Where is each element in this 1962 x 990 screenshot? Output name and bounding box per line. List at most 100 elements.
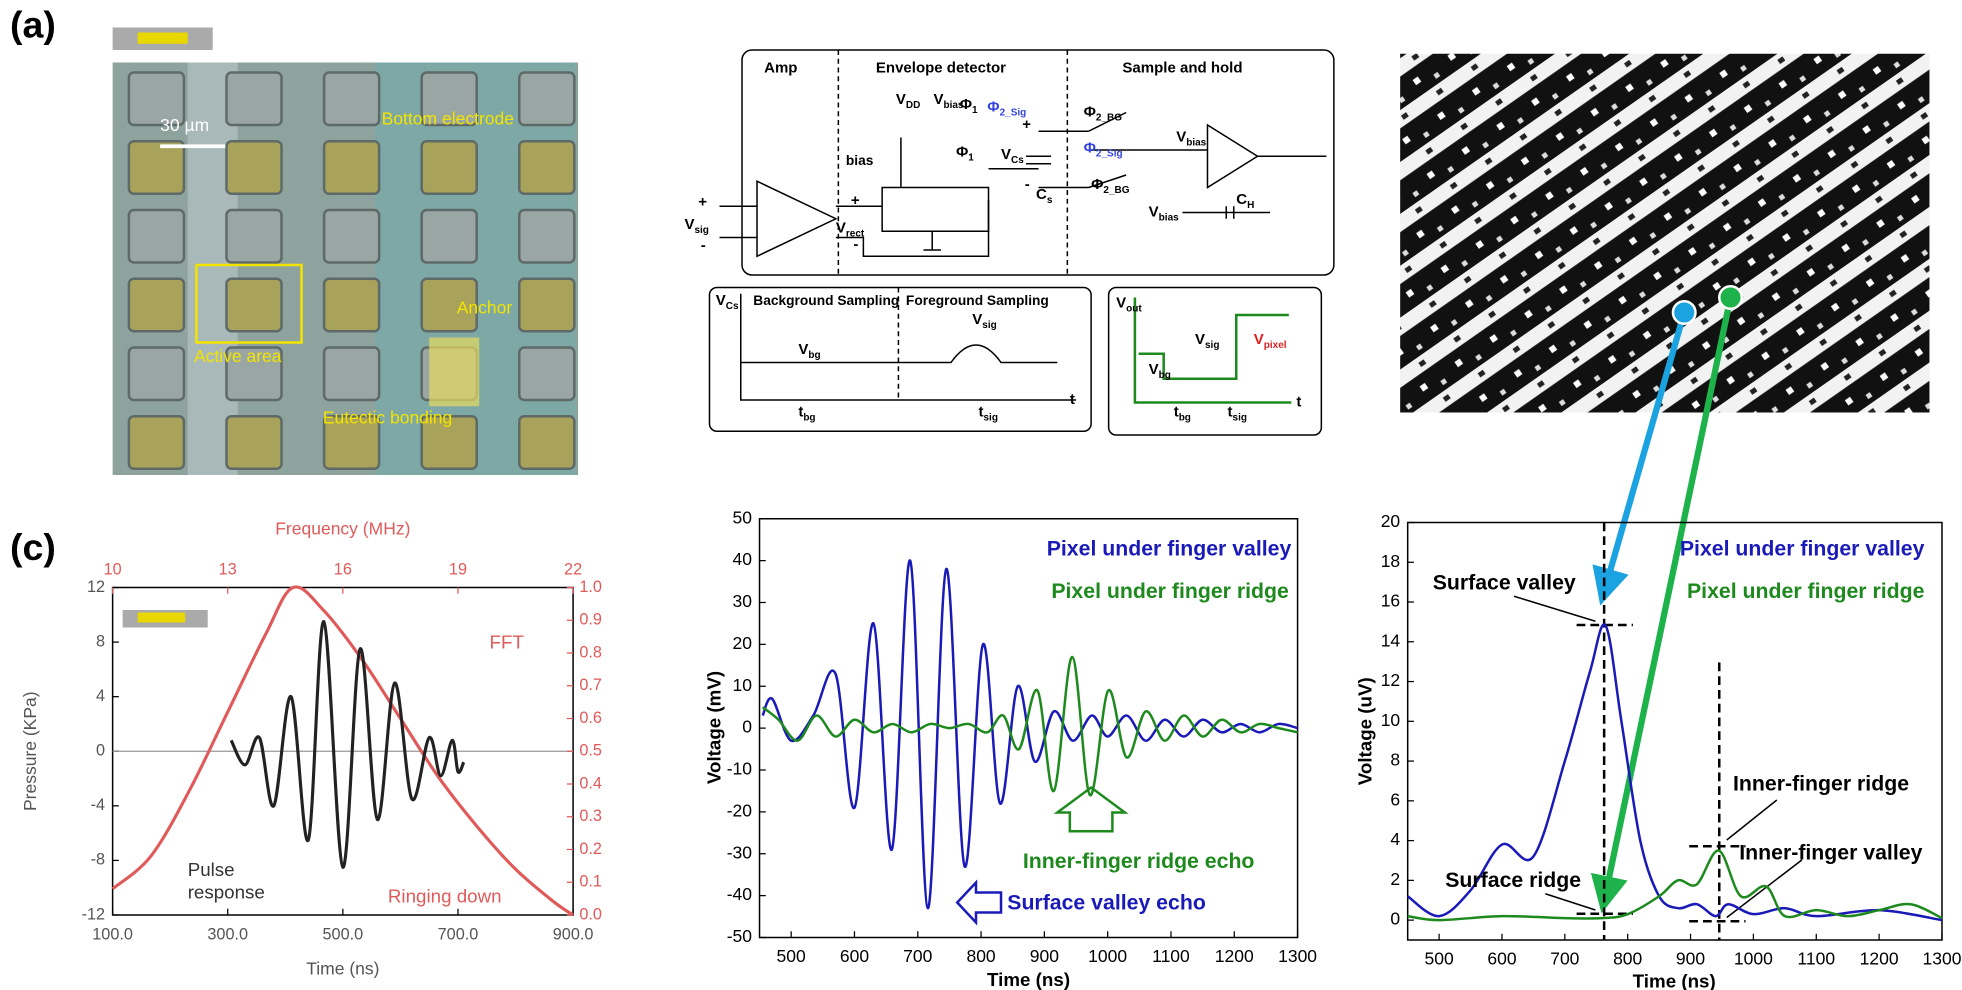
x2-axis-label: Frequency (MHz): [275, 519, 410, 539]
circuit-label: Vrect: [836, 220, 865, 240]
y-tick-label: 14: [1381, 630, 1401, 650]
circuit-label-main: -: [701, 237, 706, 254]
circuit-label-main: V: [1116, 295, 1126, 312]
circuit-label-sub: sig: [982, 320, 996, 331]
y-tick-label: 50: [733, 507, 753, 527]
pad: [127, 346, 186, 402]
y-axis-label: Voltage (uV): [1354, 677, 1375, 785]
circuit-label-main: V: [716, 292, 726, 309]
x-axis-label: Time (ns): [1633, 970, 1716, 990]
circuit-label-main: V: [1149, 203, 1159, 220]
circuit-label-main: Φ: [960, 96, 972, 113]
y-tick-label: 10: [1381, 710, 1401, 730]
x-tick-label: 500: [1425, 949, 1454, 969]
pad: [322, 346, 381, 402]
data-line: [1406, 623, 1943, 922]
annotation: Inner-finger ridge: [1733, 772, 1909, 796]
circuit-label-main: V: [1001, 146, 1011, 163]
circuit-label: +: [698, 193, 707, 210]
x2-tick-label: 19: [449, 560, 467, 578]
x-tick-label: 1000: [1734, 949, 1773, 969]
circuit-label-main: t: [1070, 391, 1075, 408]
annotation: Surface valley: [1433, 570, 1576, 594]
circuit-label: Φ1: [956, 143, 974, 163]
circuit-label-sub: 1: [968, 152, 974, 163]
pad: [127, 140, 186, 195]
pad: [420, 140, 478, 195]
circuit-label-sub: sig: [984, 412, 998, 423]
circuit-label-main: V: [896, 91, 906, 108]
circuit-label-sub: bias: [1186, 137, 1206, 148]
circuit-label-main: bias: [846, 153, 874, 168]
x-tick-label: 1100: [1797, 949, 1835, 969]
panel-label: (a): [10, 3, 56, 45]
annotation: Inner-finger ridge echo: [1023, 849, 1255, 873]
y2-tick-label: 0.3: [579, 807, 602, 825]
y-tick-label: 10: [733, 675, 753, 695]
y-tick-label: 30: [733, 591, 753, 611]
circuit-label-sub: 2_Sig: [1096, 148, 1123, 159]
annotation: Ringing down: [388, 885, 502, 906]
circuit-label: Vbg: [1149, 361, 1171, 381]
y2-tick-label: 0.4: [579, 774, 602, 792]
circuit-label: Vbias: [1149, 203, 1179, 223]
circuit-label-sub: sig: [1205, 340, 1219, 351]
y-tick-label: 12: [1381, 670, 1400, 690]
y-tick-label: 0: [96, 742, 105, 760]
circuit-label: VDD: [896, 91, 920, 111]
circuit-label-main: C: [1236, 191, 1247, 208]
pad: [127, 208, 186, 264]
y2-tick-label: 0.0: [579, 905, 602, 923]
x2-tick-label: 22: [564, 560, 582, 578]
x2-tick-label: 16: [334, 560, 352, 578]
x-tick-label: 900: [1676, 949, 1705, 969]
circuit-label-main: t: [1228, 403, 1233, 420]
circuit-label-sub: bg: [1159, 370, 1171, 381]
y-axis-label: Voltage (mV): [704, 671, 725, 784]
pad: [322, 140, 381, 195]
x-tick-label: 1300: [1278, 946, 1317, 966]
circuit-label-sub: s: [1047, 195, 1053, 206]
y2-tick-label: 0.9: [579, 611, 602, 629]
pad: [322, 208, 381, 264]
circuit-label: CH: [1236, 191, 1254, 211]
circuit-label: -: [853, 236, 858, 253]
circuit-label-main: C: [1036, 186, 1047, 203]
y-tick-label: 12: [87, 578, 105, 596]
circuit-label-sub: out: [1126, 303, 1142, 314]
pad: [127, 277, 186, 333]
x-tick-label: 600: [1487, 949, 1516, 969]
circuit-label: Φ2_BG: [1091, 176, 1130, 196]
y2-tick-label: 0.7: [579, 676, 602, 694]
circuit-label-main: Φ: [1084, 103, 1096, 120]
legend-entry: Pixel under finger valley: [1047, 537, 1292, 561]
circuit-label-main: +: [851, 192, 860, 209]
annotation: FFT: [490, 632, 525, 653]
circuit-label-sub: Cs: [1011, 155, 1024, 166]
y-tick-label: -50: [727, 926, 753, 946]
y-tick-label: 8: [96, 632, 105, 650]
y-tick-label: 6: [1390, 789, 1400, 809]
x-tick-label: 1100: [1152, 946, 1190, 966]
y-tick-label: -40: [727, 884, 753, 904]
pad: [322, 277, 381, 333]
y-tick-label: -30: [727, 842, 753, 862]
circuit-label-main: Background Sampling: [753, 293, 899, 308]
circuit-label-main: Φ: [956, 143, 968, 160]
circuit-label-main: Φ: [1084, 140, 1096, 157]
circuit-label-sub: sig: [1233, 412, 1247, 423]
x-tick-label: 300.0: [207, 925, 248, 943]
circuit-label: t: [1296, 393, 1301, 410]
pad: [420, 277, 478, 333]
circuit-label-sub: 2_Sig: [1000, 107, 1027, 118]
y-tick-label: 4: [96, 687, 105, 705]
y-tick-label: 16: [1381, 591, 1400, 611]
circuit-label-main: -: [853, 236, 858, 253]
circuit-label-main: V: [836, 220, 846, 237]
x-tick-label: 500.0: [323, 925, 364, 943]
circuit-label-main: +: [698, 193, 707, 210]
circuit-label-sub: bias: [943, 100, 963, 111]
x2-tick-label: 13: [219, 560, 237, 578]
circuit-label-main: V: [1149, 361, 1159, 378]
x-tick-label: 700.0: [438, 925, 479, 943]
